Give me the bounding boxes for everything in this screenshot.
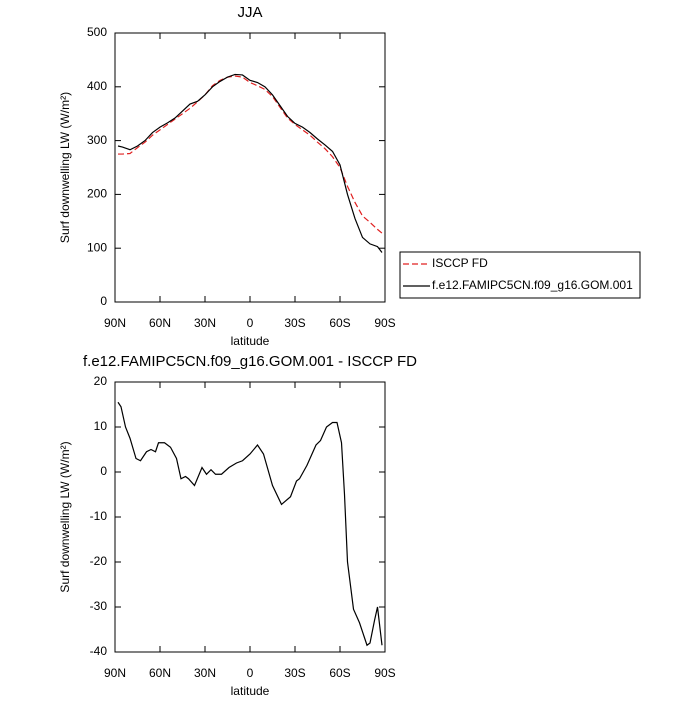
legend-label: f.e12.FAMIPC5CN.f09_g16.GOM.001	[432, 278, 633, 292]
y-tick-label: 300	[87, 133, 107, 147]
legend-box	[399, 251, 641, 299]
x-tick-label: 30N	[194, 316, 216, 330]
y-tick-label: -10	[90, 509, 108, 523]
y-tick-label: -30	[90, 599, 108, 613]
data-line	[117, 73, 383, 253]
y-tick-label: 0	[100, 294, 107, 308]
data-line	[117, 401, 383, 647]
x-tick-label: 90S	[374, 316, 395, 330]
plot-frame	[114, 381, 386, 653]
x-tick-label: 0	[247, 666, 254, 680]
y-tick-label: 500	[87, 25, 107, 39]
y-tick-label: 0	[100, 464, 107, 478]
x-tick-label: 90N	[104, 666, 126, 680]
x-tick-label: 30S	[284, 666, 305, 680]
x-tick-label: 60S	[329, 666, 350, 680]
chart-title: JJA	[237, 4, 262, 21]
x-tick-label: 60N	[149, 316, 171, 330]
x-tick-label: 30S	[284, 316, 305, 330]
x-axis-label: latitude	[231, 684, 270, 698]
y-tick-label: 10	[94, 419, 108, 433]
y-tick-label: 400	[87, 79, 107, 93]
y-axis-label: Surf downwelling LW (W/m²)	[58, 441, 72, 592]
x-tick-label: 0	[247, 316, 254, 330]
data-line	[118, 75, 383, 234]
x-tick-label: 30N	[194, 666, 216, 680]
x-tick-label: 60S	[329, 316, 350, 330]
y-tick-label: 200	[87, 187, 107, 201]
x-tick-label: 90S	[374, 666, 395, 680]
legend-label: ISCCP FD	[432, 256, 488, 270]
y-tick-label: 100	[87, 240, 107, 254]
x-tick-label: 90N	[104, 316, 126, 330]
y-axis-label: Surf downwelling LW (W/m²)	[58, 92, 72, 243]
x-axis-label: latitude	[231, 334, 270, 348]
y-tick-label: 20	[94, 374, 108, 388]
x-tick-label: 60N	[149, 666, 171, 680]
plot-frame	[114, 32, 386, 303]
y-tick-label: -40	[90, 644, 108, 658]
y-tick-label: -20	[90, 554, 108, 568]
chart-title: f.e12.FAMIPC5CN.f09_g16.GOM.001 - ISCCP …	[83, 353, 417, 370]
